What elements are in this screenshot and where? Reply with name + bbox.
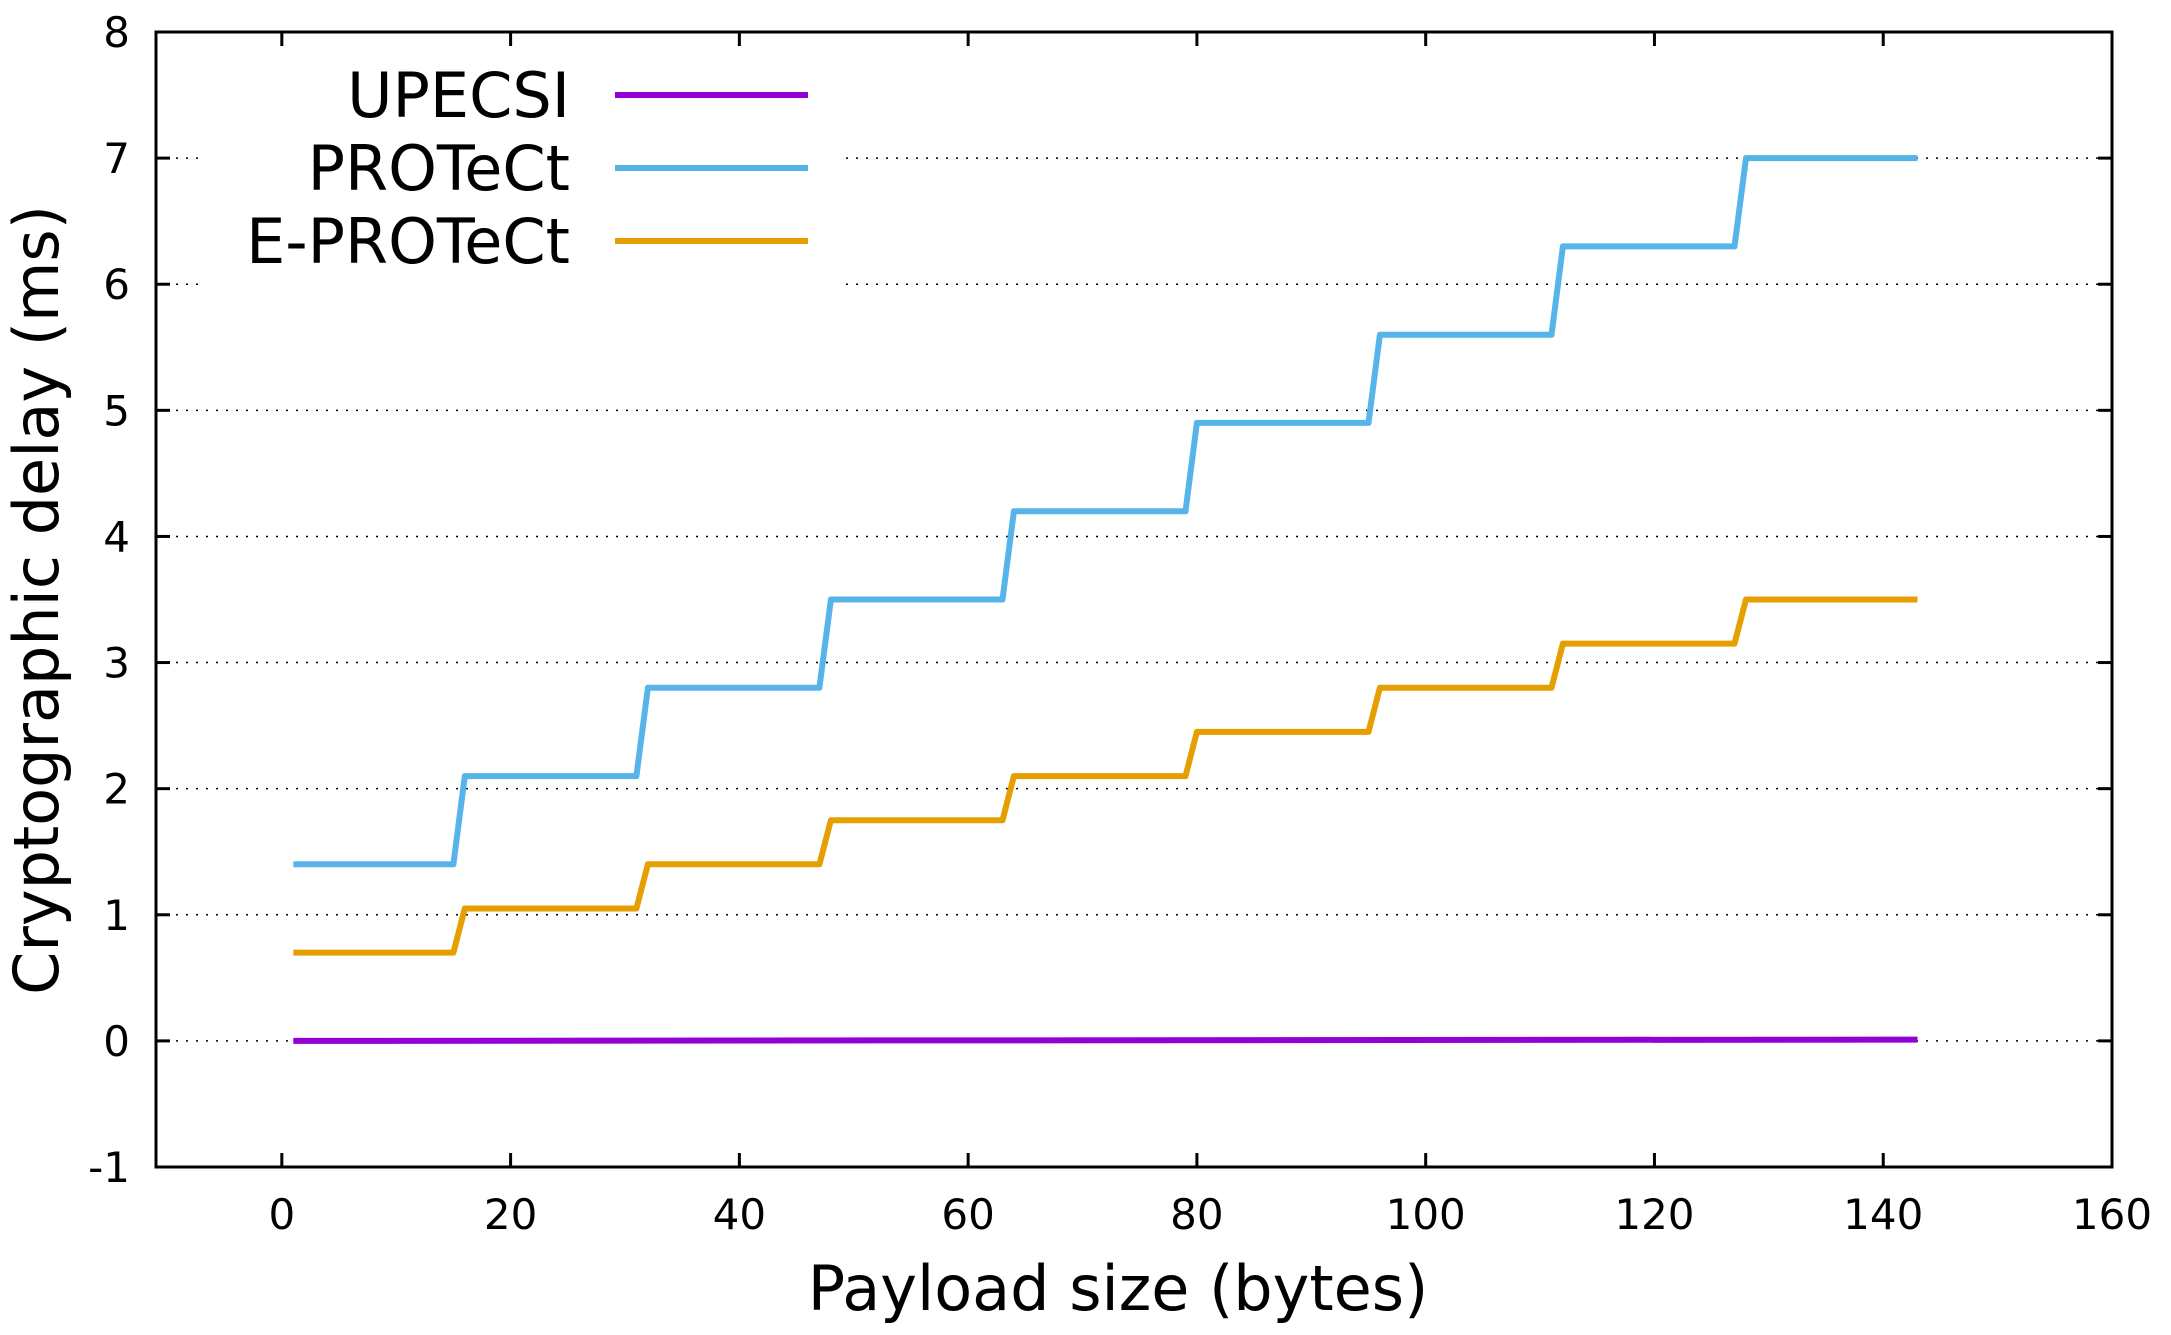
y-tick-label: 6: [103, 260, 130, 309]
x-axis-label: Payload size (bytes): [808, 1252, 1429, 1325]
legend-label: PROTeCt: [308, 132, 570, 205]
y-tick-label: -1: [88, 1143, 130, 1192]
x-tick-label: 160: [2072, 1190, 2152, 1239]
tick-marks: [156, 30, 2114, 1169]
y-tick-label: 1: [103, 891, 130, 940]
series-line-upecsi: [293, 1036, 1918, 1044]
y-tick-label: 0: [103, 1017, 130, 1066]
x-tick-label: 60: [941, 1190, 994, 1239]
y-tick-label: 8: [103, 8, 130, 57]
x-tick-label: 100: [1386, 1190, 1466, 1239]
y-tick-labels: -1 0 1 2 3 4 5 6 7 8: [88, 8, 130, 1192]
series-line-protect: [293, 155, 1918, 868]
y-tick-label: 4: [103, 512, 130, 561]
y-tick-label: 2: [103, 765, 130, 814]
x-tick-label: 120: [1614, 1190, 1694, 1239]
y-tick-label: 7: [103, 134, 130, 183]
y-axis-label: Cryptographic delay (ms): [0, 205, 73, 995]
y-tick-label: 5: [103, 386, 130, 435]
legend-label: E-PROTeCt: [246, 205, 570, 278]
x-tick-label: 20: [484, 1190, 537, 1239]
x-tick-labels: 0 20 40 60 80 100 120 140 160: [268, 1190, 2152, 1239]
legend-label: UPECSI: [347, 59, 570, 132]
series-line-e-protect: [293, 596, 1918, 956]
series-group: [293, 155, 1918, 1044]
x-tick-label: 140: [1843, 1190, 1923, 1239]
x-tick-label: 80: [1170, 1190, 1223, 1239]
x-tick-label: 40: [713, 1190, 766, 1239]
y-tick-label: 3: [103, 639, 130, 688]
plot-frame: [154, 30, 2114, 1169]
x-tick-label: 0: [268, 1190, 295, 1239]
